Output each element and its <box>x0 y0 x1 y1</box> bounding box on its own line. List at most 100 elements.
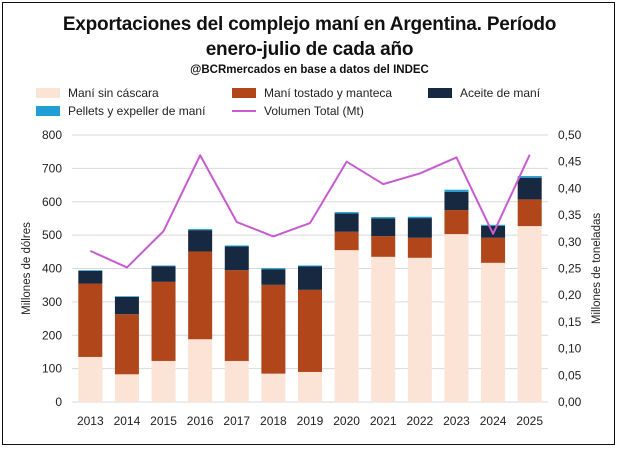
bar-segment <box>407 257 432 402</box>
legend-swatch <box>36 106 60 116</box>
y-right-tick-label: 0,25 <box>558 262 582 276</box>
bar-segment <box>261 373 286 402</box>
bar-segment <box>517 226 542 402</box>
bar-segment <box>151 281 176 361</box>
bar-segment <box>298 265 322 267</box>
legend-swatch <box>428 88 452 98</box>
legend-item-mani-sin-cascara: Maní sin cáscara <box>36 86 159 100</box>
bar-segment <box>114 296 139 297</box>
y-tick-label: 600 <box>42 195 62 209</box>
x-tick-label: 2024 <box>480 414 507 428</box>
y-axis-left-ticks: 0 100 200 300 400 500 600 700 800 <box>42 128 62 409</box>
bar-segment <box>261 268 286 270</box>
legend-item-volumen: Volumen Total (Mt) <box>232 104 364 118</box>
y-right-tick-label: 0,40 <box>558 181 582 195</box>
bar-segment <box>371 236 396 257</box>
legend-line-swatch <box>232 110 256 112</box>
x-tick-label: 2015 <box>150 414 177 428</box>
bar-segment <box>298 289 322 372</box>
bar-segment <box>78 283 103 357</box>
y-axis-label: Millones de dólres <box>21 222 33 315</box>
legend-label: Aceite de maní <box>460 86 541 100</box>
bar-segment <box>481 224 506 226</box>
bar-segment <box>188 230 213 252</box>
chart-title-line2: enero-julio de cada año <box>205 39 414 60</box>
legend-label: Maní sin cáscara <box>68 86 159 100</box>
x-tick-label: 2023 <box>443 414 470 428</box>
bar-segment <box>151 360 176 402</box>
chart-subtitle: @BCRmercados en base a datos del INDEC <box>190 64 429 76</box>
y-tick-label: 400 <box>42 262 62 276</box>
bar-segment <box>444 191 469 211</box>
x-tick-label: 2017 <box>223 414 250 428</box>
bar-segment <box>78 356 103 402</box>
bar-segment <box>224 360 249 402</box>
bar-segment <box>261 269 286 285</box>
bar-segment <box>78 270 103 284</box>
bar-segment <box>517 177 542 200</box>
bar-segment <box>298 371 322 402</box>
bar-segment <box>224 245 249 247</box>
legend-swatch <box>36 88 60 98</box>
bar-segment <box>407 237 432 258</box>
legend-item-aceite: Aceite de maní <box>428 86 540 100</box>
legend-label: Pellets y expeller de maní <box>68 104 206 118</box>
bar-segment <box>114 374 139 402</box>
legend-label: Volumen Total (Mt) <box>264 104 364 118</box>
bar-segment <box>444 210 469 235</box>
x-tick-label: 2020 <box>333 414 360 428</box>
bar-segment <box>224 246 249 271</box>
bar-segment <box>334 250 359 402</box>
legend-label: Maní tostado y manteca <box>264 86 393 100</box>
bar-segment <box>298 266 322 290</box>
y-tick-label: 500 <box>42 228 62 242</box>
bar-segment <box>517 176 542 178</box>
bar-segment <box>407 218 432 238</box>
x-axis-ticks: 2013 2014 2015 2016 2017 2018 2019 2020 2021 2022… <box>77 414 543 428</box>
y-tick-label: 0 <box>55 395 62 409</box>
bar-segment <box>151 265 176 267</box>
y-right-tick-label: 0,05 <box>558 368 582 382</box>
y-right-tick-label: 0,10 <box>558 342 582 356</box>
bars <box>78 176 542 402</box>
x-tick-label: 2021 <box>370 414 397 428</box>
bar-segment <box>481 237 506 263</box>
y-right-tick-label: 0,35 <box>558 208 582 222</box>
bar-segment <box>334 231 359 251</box>
bar-segment <box>371 217 396 219</box>
line-series <box>89 154 531 269</box>
x-tick-label: 2019 <box>297 414 324 428</box>
x-tick-label: 2025 <box>516 414 543 428</box>
x-tick-label: 2013 <box>77 414 104 428</box>
bar-segment <box>151 266 176 282</box>
bar-segment <box>481 262 506 402</box>
bar-segment <box>371 218 396 237</box>
y-tick-label: 200 <box>42 328 62 342</box>
bar-segment <box>114 296 139 315</box>
bar-segment <box>78 270 103 271</box>
y-right-tick-label: 0,20 <box>558 288 582 302</box>
bar-segment <box>407 216 432 219</box>
bar-segment <box>517 199 542 227</box>
y-right-tick-label: 0,45 <box>558 155 582 169</box>
bar-segment <box>334 213 359 232</box>
bar-segment <box>188 229 213 231</box>
y-tick-label: 800 <box>42 128 62 142</box>
legend-item-mani-tostado: Maní tostado y manteca <box>232 86 392 100</box>
y-right-tick-label: 0,15 <box>558 315 582 329</box>
bar-segment <box>371 256 396 402</box>
bar-segment <box>114 314 139 375</box>
bar-segment <box>188 251 213 340</box>
x-tick-label: 2018 <box>260 414 287 428</box>
legend-item-pellets: Pellets y expeller de maní <box>36 104 205 118</box>
bar-segment <box>444 189 469 192</box>
y-tick-label: 700 <box>42 161 62 175</box>
x-tick-label: 2014 <box>114 414 141 428</box>
bar-segment <box>188 339 213 402</box>
x-tick-label: 2016 <box>187 414 214 428</box>
y-tick-label: 100 <box>42 362 62 376</box>
bar-segment <box>334 212 359 214</box>
y-right-tick-label: 0,50 <box>558 128 582 142</box>
bar-segment <box>224 270 249 361</box>
bar-segment <box>444 234 469 402</box>
